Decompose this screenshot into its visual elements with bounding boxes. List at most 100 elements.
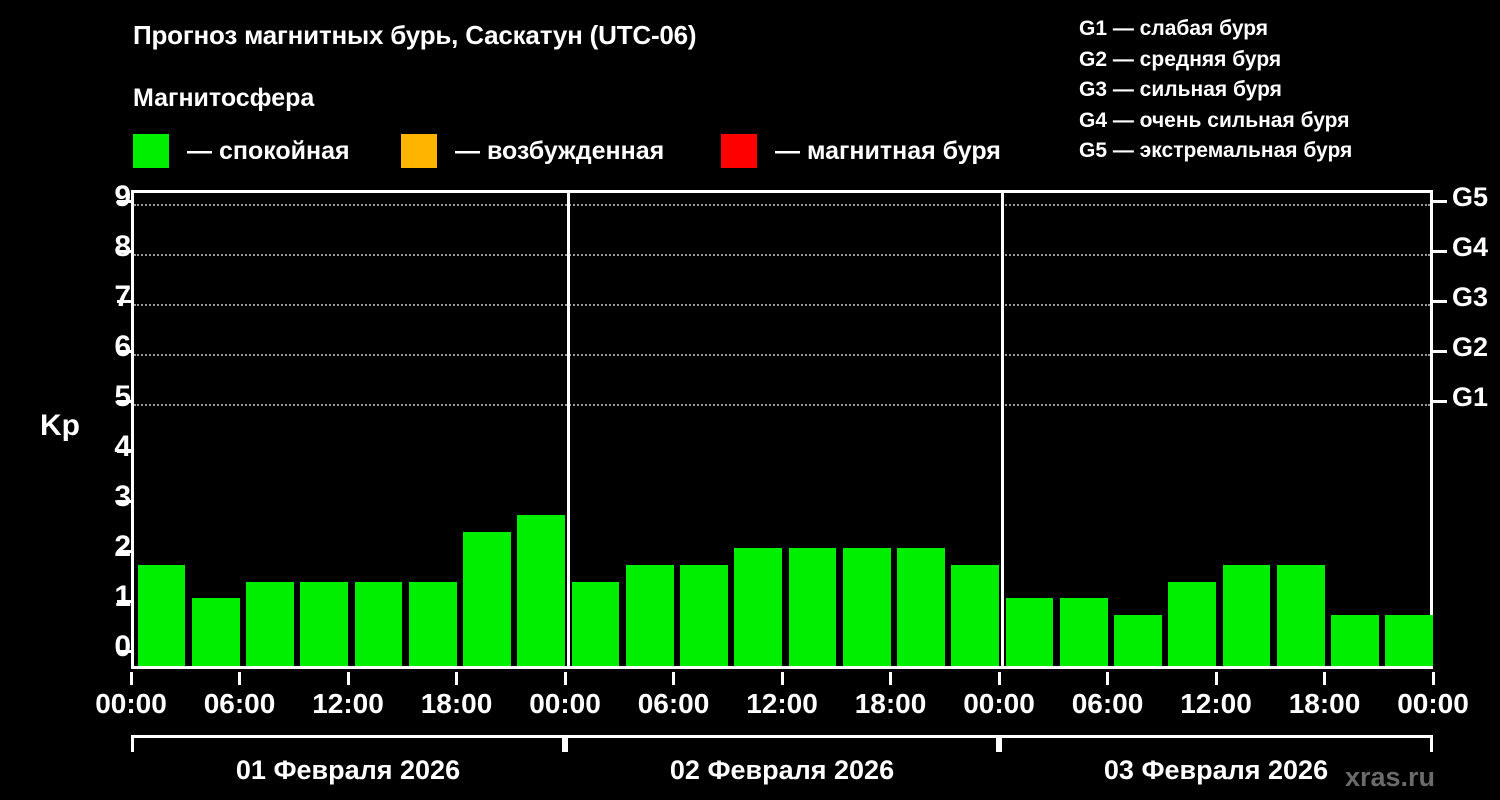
bar-day1-slot4[interactable] [300,581,348,666]
gridline-kp-5 [134,404,1430,406]
g-scale-line-g1: G1 — слабая буря [1079,17,1269,40]
g-scale-line-g3: G3 — сильная буря [1079,78,1282,101]
watermark: xras.ru [1344,762,1436,792]
gridline-kp-9 [134,204,1430,206]
bar-series [134,193,1433,666]
bar-day1-slot3[interactable] [246,581,294,666]
x-tick-10 [1214,672,1218,685]
y-tick-left-2 [117,549,131,553]
g-scale-line-g2: G2 — средняя буря [1079,47,1282,71]
x-tick-8 [997,672,1001,685]
y-label-left-1: 1 [114,580,131,613]
x-tick-4 [563,672,567,685]
y-tick-right-G3 [1433,299,1447,303]
x-label-12: 00:00 [1397,688,1469,719]
bar-day1-slot6[interactable] [408,581,457,666]
g-scale-line-g4: G4 — очень сильная буря [1079,108,1350,132]
x-tick-9 [1106,672,1109,685]
y-tick-left-4 [117,449,131,453]
y-label-left-6: 6 [114,330,131,363]
x-label-1: 06:00 [203,688,276,719]
date-bracket-1 [131,735,565,752]
bar-day2-slot3[interactable] [680,564,728,666]
x-tick-7 [889,672,892,685]
y-label-left-7: 7 [114,280,131,313]
y-tick-right-G4 [1433,249,1447,253]
x-tick-5 [672,672,675,685]
legend-label-calm: — спокойная [187,136,350,165]
bar-day3-slot6[interactable] [1276,564,1325,666]
bar-day3-slot3[interactable] [1114,614,1162,666]
legend-item-calm: — спокойная [133,132,350,170]
y-label-right-G3: G3 [1452,282,1489,312]
x-label-9: 06:00 [1071,688,1144,719]
x-tick-3 [455,672,458,685]
x-tick-1 [238,672,241,685]
bar-day2-slot6[interactable] [842,548,891,666]
x-label-6: 12:00 [746,688,818,719]
y-label-right-G1: G1 [1452,382,1489,412]
y-label-left-9: 9 [114,180,131,213]
bar-day2-slot7[interactable] [897,548,945,666]
date-bracket-3 [999,735,1433,752]
bar-day2-slot4[interactable] [734,548,782,666]
y-label-left-4: 4 [114,430,131,463]
y-tick-left-5 [117,399,131,403]
day-separator-1 [566,193,570,666]
x-tick-12 [1431,672,1435,685]
y-label-right-G5: G5 [1452,182,1489,212]
y-tick-right-G1 [1433,399,1447,403]
y-label-right-G2: G2 [1452,332,1489,362]
g-scale-legend: G1 — слабая буря G2 — средняя буря G3 — … [1079,14,1352,167]
y-tick-right-G5 [1433,199,1447,203]
y-label-left-5: 5 [114,380,131,413]
bar-day1-slot5[interactable] [354,581,403,666]
x-tick-11 [1323,672,1326,685]
day-separator-2 [1000,193,1004,666]
bar-day2-slot2[interactable] [625,564,674,666]
y-label-left-2: 2 [114,530,131,563]
legend-swatch-calm-icon [133,134,169,168]
x-label-4: 00:00 [529,688,601,719]
y-tick-left-9 [117,199,131,203]
date-label-1: 01 Февраля 2026 [235,755,461,785]
x-tick-2 [346,672,350,685]
x-label-0: 00:00 [95,688,167,719]
y-tick-right-G2 [1433,349,1447,353]
bar-day1-slot1[interactable] [137,564,186,666]
x-label-8: 00:00 [963,688,1035,719]
bar-day1-slot8[interactable] [517,514,565,666]
y-tick-left-0 [117,649,131,653]
x-tick-0 [129,672,133,685]
bar-day2-slot1[interactable] [571,581,620,666]
bar-day3-slot7[interactable] [1331,614,1379,666]
x-label-2: 12:00 [312,688,384,719]
bar-day1-slot7[interactable] [463,531,511,666]
x-label-5: 06:00 [637,688,710,719]
bar-day3-slot5[interactable] [1222,564,1271,666]
y-tick-left-1 [117,599,131,603]
bar-day3-slot2[interactable] [1059,598,1108,666]
x-label-7: 18:00 [854,688,927,719]
x-tick-6 [780,672,784,685]
bar-day3-slot1[interactable] [1005,598,1054,666]
gridline-kp-7 [134,304,1430,306]
g-scale-line-g5: G5 — экстремальная буря [1079,139,1353,162]
legend-item-unsettled: — возбужденная [401,132,664,170]
bar-day3-slot4[interactable] [1168,581,1216,666]
x-label-3: 18:00 [420,688,493,719]
bar-day1-slot2[interactable] [191,598,240,666]
bar-day3-slot8[interactable] [1385,614,1433,666]
legend-swatch-unsettled-icon [401,134,437,168]
y-tick-left-6 [117,349,131,353]
bar-day2-slot5[interactable] [788,548,837,666]
gridline-kp-6 [134,354,1430,356]
y-label-left-3: 3 [114,480,131,513]
y-tick-left-8 [117,249,131,253]
legend-item-storm: — магнитная буря [721,132,1001,170]
magnetosphere-legend-title: Магнитосфера [133,84,315,112]
bar-day2-slot8[interactable] [951,564,999,666]
date-label-2: 02 Февраля 2026 [669,755,895,785]
x-label-10: 12:00 [1180,688,1252,719]
